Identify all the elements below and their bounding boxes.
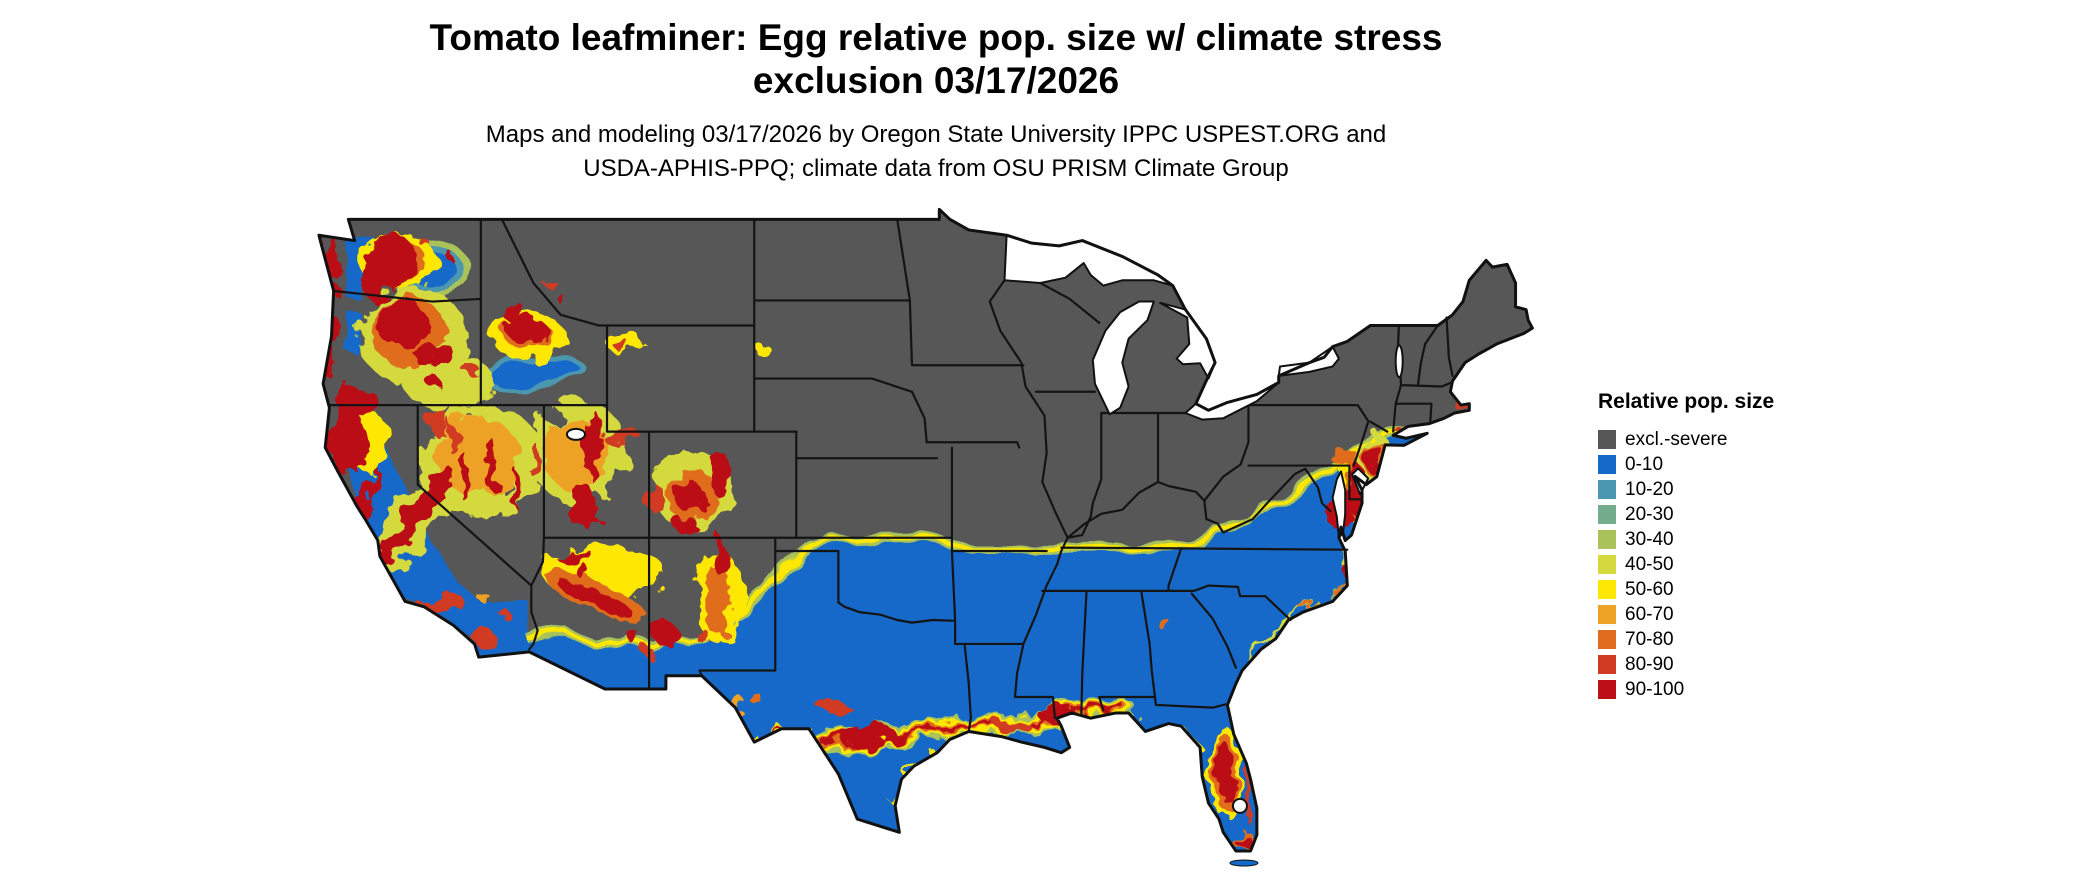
legend-item: 0-10: [1598, 452, 1878, 477]
legend-label: 10-20: [1625, 478, 1674, 500]
legend-swatch: [1598, 655, 1616, 674]
subtitle-line2: USDA-APHIS-PPQ; climate data from OSU PR…: [583, 155, 1289, 182]
great-salt-lake: [565, 427, 586, 441]
legend-item: 80-90: [1598, 652, 1878, 677]
legend-item: 30-40: [1598, 527, 1878, 552]
subtitle: Maps and modeling 03/17/2026 by Oregon S…: [0, 118, 1872, 186]
lake-champlain: [1394, 344, 1404, 379]
lake-michigan: [1091, 300, 1155, 416]
legend-item: 50-60: [1598, 577, 1878, 602]
legend-label: 0-10: [1625, 453, 1664, 475]
legend-swatch: [1598, 430, 1616, 449]
legend-swatch: [1598, 480, 1616, 499]
legend: Relative pop. size excl.-severe 0-10 10-20…: [1598, 390, 1878, 702]
map-fills: [318, 209, 1533, 851]
legend-swatch: [1598, 455, 1616, 474]
page-title-line1: Tomato leafminer: Egg relative pop. size…: [429, 17, 1443, 58]
legend-label: 20-30: [1625, 503, 1674, 525]
chesapeake-bay: [1331, 470, 1347, 539]
subtitle-line1: Maps and modeling 03/17/2026 by Oregon S…: [485, 121, 1387, 148]
legend-item: 10-20: [1598, 477, 1878, 502]
header: Tomato leafminer: Egg relative pop. size…: [0, 16, 1872, 186]
legend-swatch: [1598, 630, 1616, 649]
legend-label: 50-60: [1625, 578, 1674, 600]
legend-label: 40-50: [1625, 553, 1674, 575]
state-borders: [328, 218, 1454, 733]
page-title-line2: exclusion 03/17/2026: [752, 60, 1120, 101]
legend-item: 40-50: [1598, 552, 1878, 577]
legend-label: 70-80: [1625, 628, 1674, 650]
legend-label: excl.-severe: [1625, 428, 1728, 450]
us-choropleth-map: [312, 206, 1555, 887]
legend-item: 60-70: [1598, 602, 1878, 627]
legend-item: 20-30: [1598, 502, 1878, 527]
legend-items: excl.-severe 0-10 10-20 20-30 30-40 40-50 50-6…: [1598, 427, 1878, 702]
legend-item: 70-80: [1598, 627, 1878, 652]
legend-label: 90-100: [1625, 678, 1685, 700]
florida-keys: [1229, 859, 1259, 867]
legend-swatch: [1598, 505, 1616, 524]
legend-swatch: [1598, 680, 1616, 699]
legend-swatch: [1598, 605, 1616, 624]
legend-label: 60-70: [1625, 603, 1674, 625]
legend-swatch: [1598, 580, 1616, 599]
legend-item: 90-100: [1598, 677, 1878, 702]
legend-title: Relative pop. size: [1598, 390, 1775, 413]
legend-swatch: [1598, 555, 1616, 574]
legend-swatch: [1598, 530, 1616, 549]
lake-okeechobee: [1231, 797, 1248, 814]
legend-label: 80-90: [1625, 653, 1674, 675]
legend-item: excl.-severe: [1598, 427, 1878, 452]
legend-label: 30-40: [1625, 528, 1674, 550]
us-map-svg: [317, 207, 1534, 867]
